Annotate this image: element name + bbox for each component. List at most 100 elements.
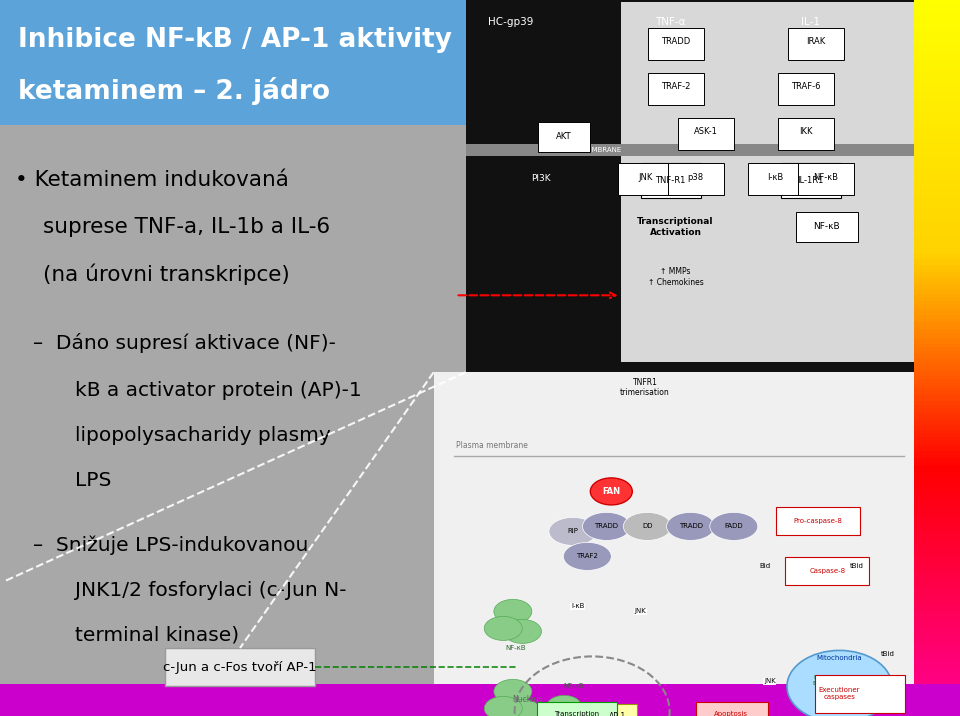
Bar	[914, 276, 960, 279]
Bar	[0, 0, 466, 125]
Bar	[914, 304, 960, 308]
Text: Cytochrome c: Cytochrome c	[843, 684, 886, 689]
Bar	[914, 609, 960, 612]
Text: IL-1R1: IL-1R1	[798, 176, 824, 185]
Text: FAN: FAN	[602, 487, 620, 496]
Bar	[914, 129, 960, 132]
Bar	[914, 562, 960, 566]
Bar	[914, 315, 960, 319]
Ellipse shape	[583, 513, 631, 541]
Bar	[914, 677, 960, 680]
Text: TRADD: TRADD	[594, 523, 618, 529]
Bar	[914, 347, 960, 351]
Text: JNK: JNK	[764, 679, 776, 684]
Bar	[914, 290, 960, 294]
Text: LPS: LPS	[75, 471, 111, 490]
Text: ↑ MMPs
↑ Chemokines: ↑ MMPs ↑ Chemokines	[648, 267, 704, 286]
Bar	[914, 50, 960, 54]
Bar	[914, 197, 960, 200]
Bar	[914, 107, 960, 111]
Bar	[434, 372, 914, 684]
Bar	[914, 379, 960, 383]
Bar	[748, 163, 804, 195]
Bar	[914, 440, 960, 444]
Bar	[914, 712, 960, 716]
Bar	[914, 480, 960, 483]
Bar	[914, 43, 960, 47]
Bar	[914, 358, 960, 362]
Bar	[914, 408, 960, 412]
Bar	[914, 598, 960, 601]
Bar	[914, 476, 960, 480]
Bar	[914, 258, 960, 261]
Bar	[914, 397, 960, 401]
Bar	[914, 641, 960, 644]
Bar	[914, 319, 960, 322]
Bar	[914, 494, 960, 498]
Bar	[914, 612, 960, 616]
Bar	[914, 462, 960, 465]
Bar	[914, 505, 960, 508]
Bar	[914, 279, 960, 283]
Text: TRADD: TRADD	[679, 523, 703, 529]
Ellipse shape	[709, 513, 757, 541]
Text: Apoptosis: Apoptosis	[714, 711, 749, 716]
Bar	[914, 154, 960, 158]
Text: I-κB: I-κB	[571, 604, 585, 609]
Bar	[914, 684, 960, 687]
Bar	[914, 687, 960, 691]
Ellipse shape	[484, 697, 522, 716]
Bar	[914, 233, 960, 236]
Ellipse shape	[623, 513, 671, 541]
Bar	[914, 626, 960, 630]
Bar	[914, 72, 960, 75]
Bar	[914, 161, 960, 165]
Bar	[914, 236, 960, 240]
Text: AP-1: AP-1	[609, 712, 626, 716]
Bar	[466, 145, 914, 156]
Bar	[914, 705, 960, 709]
Bar	[914, 64, 960, 68]
Bar	[914, 218, 960, 222]
Bar	[914, 637, 960, 641]
Text: TNF-α: TNF-α	[656, 17, 685, 27]
Bar	[914, 247, 960, 251]
Text: p38: p38	[687, 173, 704, 181]
Bar	[914, 251, 960, 254]
Bar	[914, 644, 960, 648]
Bar	[914, 487, 960, 490]
Ellipse shape	[787, 650, 892, 716]
Text: • Ketaminem indukovaná: • Ketaminem indukovaná	[15, 170, 289, 190]
Bar	[914, 308, 960, 311]
Bar	[696, 702, 768, 716]
Text: Plasma membrane: Plasma membrane	[456, 442, 527, 450]
Bar	[914, 47, 960, 50]
Text: –  Inhibuje LPS-zapřičiněné: – Inhibuje LPS-zapřičiněné	[33, 687, 304, 707]
Bar	[914, 132, 960, 136]
Bar	[914, 21, 960, 25]
Bar	[914, 544, 960, 548]
Text: NF-κB: NF-κB	[505, 645, 525, 652]
Text: IL-1: IL-1	[801, 17, 820, 27]
Bar	[914, 634, 960, 637]
Bar	[914, 18, 960, 21]
Bar	[914, 584, 960, 587]
Bar	[914, 268, 960, 272]
Bar	[597, 705, 637, 716]
Ellipse shape	[503, 619, 541, 644]
Bar	[914, 115, 960, 118]
Bar	[914, 243, 960, 247]
Bar	[914, 437, 960, 440]
Bar	[914, 226, 960, 229]
Text: NF-κB: NF-κB	[813, 223, 840, 231]
Text: TRAF-6: TRAF-6	[791, 82, 821, 92]
Bar	[914, 669, 960, 673]
Bar	[914, 0, 960, 4]
Text: lipopolysacharidy plasmy: lipopolysacharidy plasmy	[75, 426, 331, 445]
Bar	[914, 709, 960, 712]
Bar	[914, 458, 960, 462]
Bar	[914, 569, 960, 573]
Bar	[914, 591, 960, 594]
Bar	[914, 204, 960, 208]
Bar	[914, 39, 960, 43]
